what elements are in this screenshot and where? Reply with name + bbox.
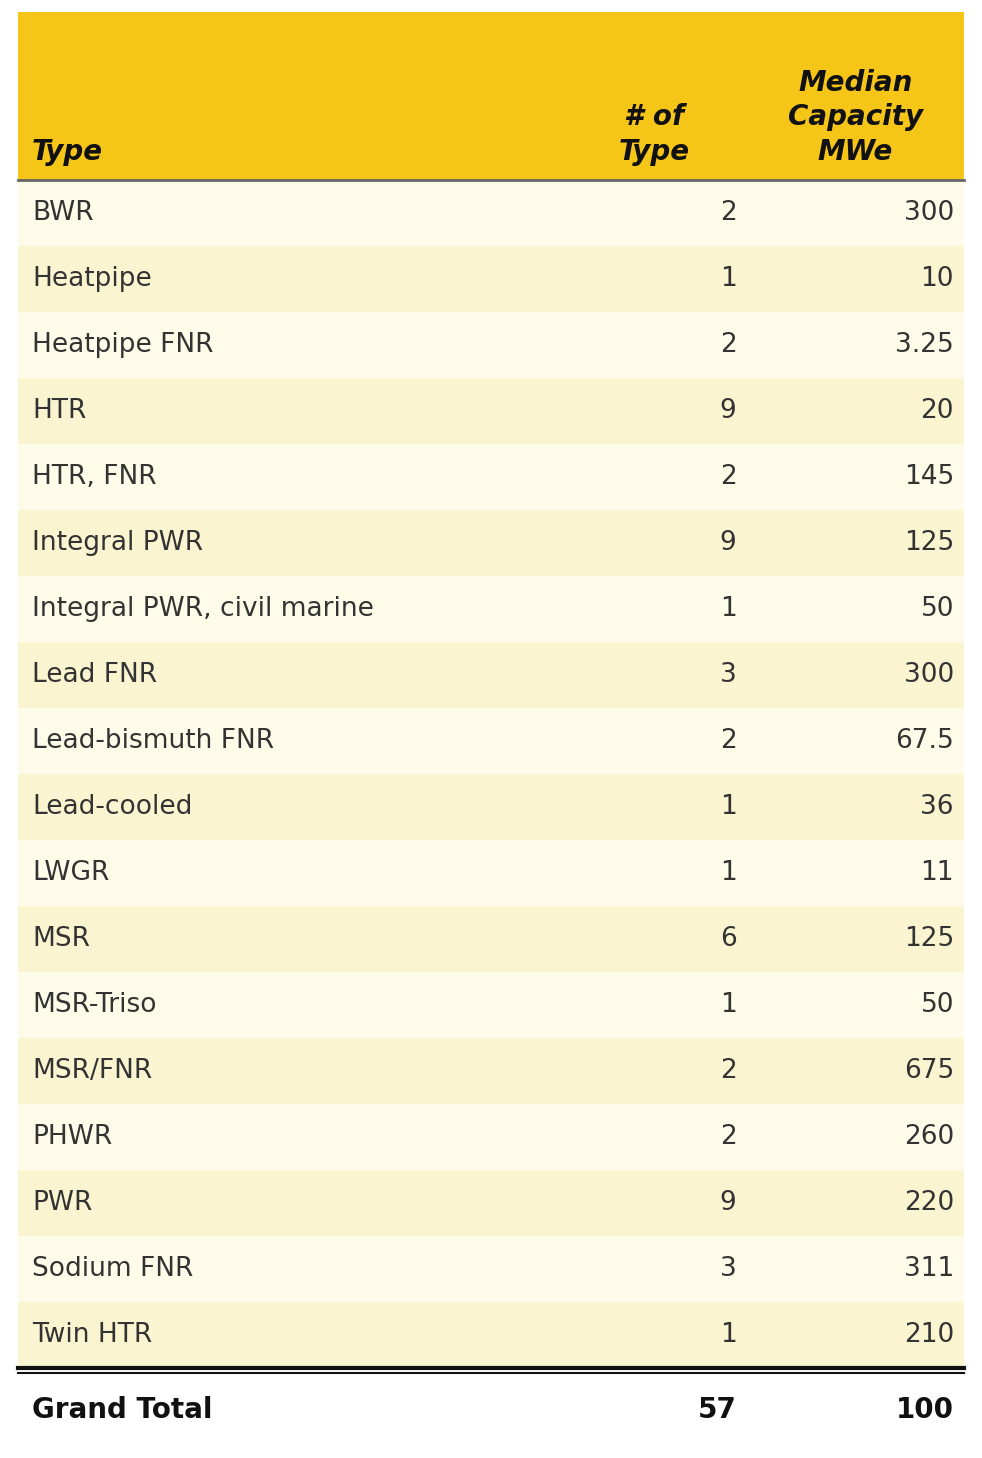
Text: 57: 57 xyxy=(697,1397,736,1424)
Text: 1: 1 xyxy=(720,265,736,292)
Text: 1: 1 xyxy=(720,991,736,1018)
Text: Type: Type xyxy=(32,139,103,166)
Text: 1: 1 xyxy=(720,596,736,623)
Bar xyxy=(18,246,964,312)
Text: 67.5: 67.5 xyxy=(896,728,954,754)
Bar xyxy=(18,905,964,972)
Text: 1: 1 xyxy=(720,795,736,819)
Text: 125: 125 xyxy=(903,531,954,555)
Bar xyxy=(18,1104,964,1169)
Text: 2: 2 xyxy=(720,200,736,226)
Bar xyxy=(18,1169,964,1236)
Text: 100: 100 xyxy=(896,1397,954,1424)
Bar xyxy=(18,1368,964,1454)
Bar xyxy=(18,1236,964,1302)
Text: Grand Total: Grand Total xyxy=(32,1397,212,1424)
Text: 2: 2 xyxy=(720,1124,736,1150)
Text: LWGR: LWGR xyxy=(32,860,109,886)
Text: MSR: MSR xyxy=(32,926,90,952)
Text: 10: 10 xyxy=(920,265,954,292)
Text: 300: 300 xyxy=(903,662,954,688)
Text: Lead FNR: Lead FNR xyxy=(32,662,157,688)
Bar xyxy=(18,642,964,709)
Bar xyxy=(18,312,964,378)
Text: Heatpipe FNR: Heatpipe FNR xyxy=(32,332,213,359)
Bar xyxy=(18,709,964,774)
Text: Integral PWR: Integral PWR xyxy=(32,531,203,555)
Text: 2: 2 xyxy=(720,332,736,359)
Text: 9: 9 xyxy=(720,531,736,555)
Text: 3: 3 xyxy=(720,1255,736,1282)
Text: 311: 311 xyxy=(903,1255,954,1282)
Text: PWR: PWR xyxy=(32,1190,92,1216)
Text: 9: 9 xyxy=(720,1190,736,1216)
Bar xyxy=(18,840,964,905)
Text: # of
Type: # of Type xyxy=(619,104,689,166)
Text: 125: 125 xyxy=(903,926,954,952)
Text: Heatpipe: Heatpipe xyxy=(32,265,152,292)
Text: 2: 2 xyxy=(720,464,736,490)
Text: Median
Capacity
MWe: Median Capacity MWe xyxy=(788,69,923,166)
Text: 50: 50 xyxy=(920,596,954,623)
Text: 2: 2 xyxy=(720,728,736,754)
Text: 11: 11 xyxy=(920,860,954,886)
Text: 1: 1 xyxy=(720,860,736,886)
Bar xyxy=(18,972,964,1038)
Text: HTR: HTR xyxy=(32,398,86,424)
Bar xyxy=(18,445,964,510)
Text: 145: 145 xyxy=(903,464,954,490)
Text: 3.25: 3.25 xyxy=(896,332,954,359)
Text: Lead-bismuth FNR: Lead-bismuth FNR xyxy=(32,728,274,754)
Text: 20: 20 xyxy=(920,398,954,424)
Text: BWR: BWR xyxy=(32,200,93,226)
Text: Lead-cooled: Lead-cooled xyxy=(32,795,192,819)
Bar xyxy=(18,12,964,179)
Text: 220: 220 xyxy=(903,1190,954,1216)
Text: 2: 2 xyxy=(720,1059,736,1083)
Text: 300: 300 xyxy=(903,200,954,226)
Bar xyxy=(18,1038,964,1104)
Text: Integral PWR, civil marine: Integral PWR, civil marine xyxy=(32,596,374,623)
Text: 1: 1 xyxy=(720,1322,736,1349)
Text: 210: 210 xyxy=(903,1322,954,1349)
Bar xyxy=(18,1302,964,1368)
Text: Twin HTR: Twin HTR xyxy=(32,1322,152,1349)
Bar xyxy=(18,378,964,445)
Text: MSR-Triso: MSR-Triso xyxy=(32,991,156,1018)
Text: 3: 3 xyxy=(720,662,736,688)
Bar xyxy=(18,179,964,246)
Text: 9: 9 xyxy=(720,398,736,424)
Text: 260: 260 xyxy=(903,1124,954,1150)
Text: MSR/FNR: MSR/FNR xyxy=(32,1059,152,1083)
Text: 50: 50 xyxy=(920,991,954,1018)
Bar xyxy=(18,510,964,576)
Text: 6: 6 xyxy=(720,926,736,952)
Text: PHWR: PHWR xyxy=(32,1124,112,1150)
Bar xyxy=(18,576,964,642)
Text: 36: 36 xyxy=(920,795,954,819)
Text: Sodium FNR: Sodium FNR xyxy=(32,1255,193,1282)
Text: 675: 675 xyxy=(903,1059,954,1083)
Text: HTR, FNR: HTR, FNR xyxy=(32,464,156,490)
Bar xyxy=(18,774,964,840)
